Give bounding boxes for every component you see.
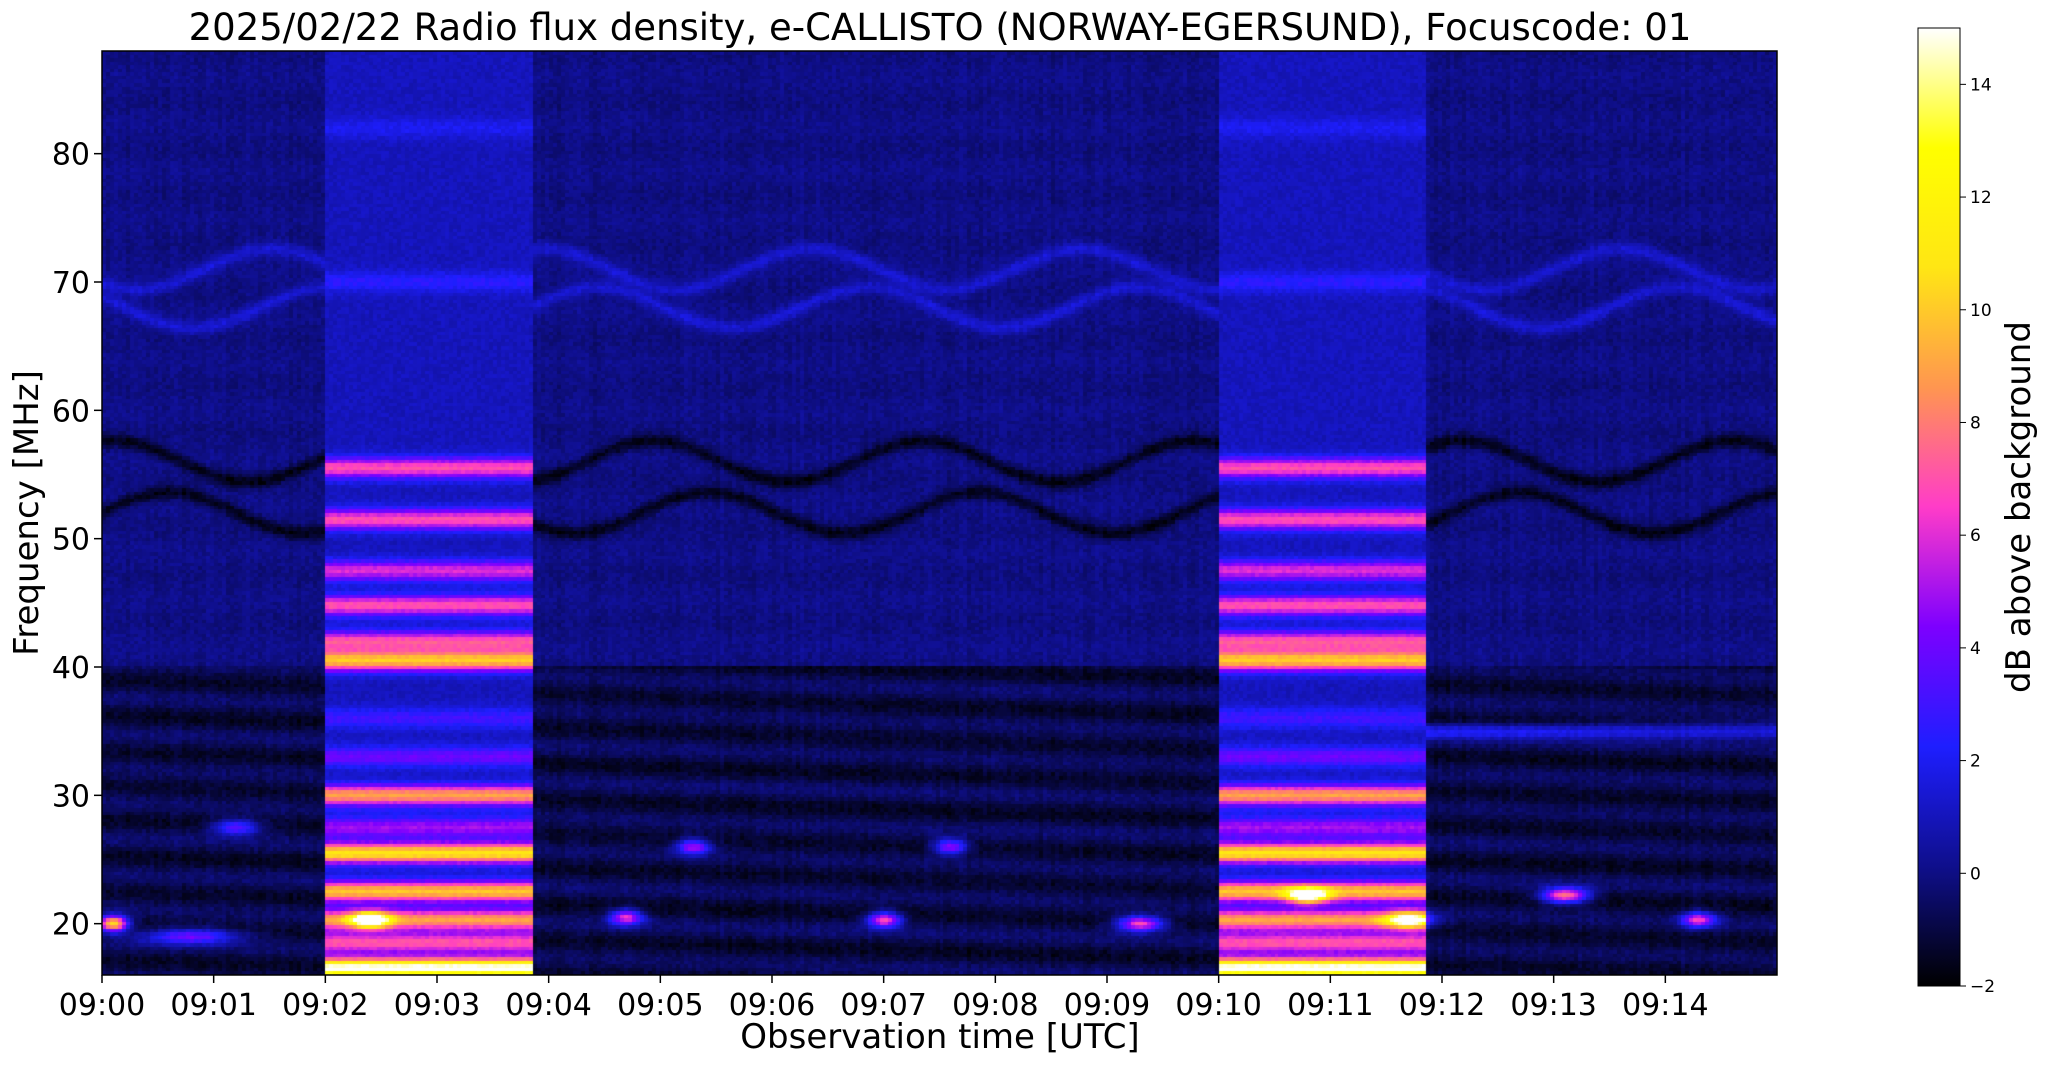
colorbar-tick-label: −2 [1970, 977, 1995, 997]
x-tick-label: 09:09 [1064, 988, 1150, 1023]
colorbar-tick-label: 4 [1970, 639, 1981, 659]
plot-frame [101, 50, 1778, 976]
colorbar-tick-label: 6 [1970, 526, 1981, 546]
x-tick-label: 09:00 [59, 988, 145, 1023]
y-axis-ticks: 20 30 40 50 60 70 80 [52, 138, 102, 943]
x-tick-label: 09:03 [394, 988, 480, 1023]
y-tick-label: 80 [52, 138, 90, 173]
chart-title: 2025/02/22 Radio flux density, e-CALLIST… [189, 6, 1692, 49]
x-tick-label: 09:11 [1287, 988, 1373, 1023]
x-tick-label: 09:13 [1510, 988, 1596, 1023]
x-tick-label: 09:10 [1175, 988, 1261, 1023]
x-tick-label: 09:14 [1622, 988, 1708, 1023]
x-tick-label: 09:04 [505, 988, 591, 1023]
colorbar-tick-label: 8 [1970, 413, 1981, 433]
colorbar-tick-label: 2 [1970, 752, 1981, 772]
x-tick-label: 09:12 [1399, 988, 1485, 1023]
colorbar-tick-label: 0 [1970, 864, 1981, 884]
y-tick-label: 20 [52, 908, 90, 943]
colorbar-gradient [1917, 27, 1961, 987]
plot-area [101, 50, 1778, 976]
y-tick-label: 60 [52, 394, 90, 429]
colorbar-tick-label: 12 [1970, 188, 1992, 208]
x-tick-label: 09:06 [729, 988, 815, 1023]
colorbar-ticks: −2 0 2 4 6 8 10 12 14 [1960, 75, 1995, 997]
colorbar-tick-label: 10 [1970, 301, 1992, 321]
y-tick-label: 30 [52, 779, 90, 814]
y-tick-label: 40 [52, 651, 90, 686]
x-tick-label: 09:05 [617, 988, 703, 1023]
colorbar: −2 0 2 4 6 8 10 12 14 dB above background [1917, 27, 2039, 997]
x-tick-label: 09:07 [840, 988, 926, 1023]
y-axis-label: Frequency [MHz] [7, 370, 47, 656]
x-tick-label: 09:01 [170, 988, 256, 1023]
x-tick-label: 09:02 [282, 988, 368, 1023]
spectrogram-image [102, 51, 1777, 975]
colorbar-tick-label: 14 [1970, 75, 1992, 95]
y-tick-label: 50 [52, 523, 90, 558]
x-tick-label: 09:08 [952, 988, 1038, 1023]
colorbar-label: dB above background [1999, 321, 2039, 693]
x-axis-ticks: 09:00 09:01 09:02 09:03 09:04 09:05 09:06 09:07… [59, 975, 1709, 1023]
y-tick-label: 70 [52, 266, 90, 301]
x-axis-label: Observation time [UTC] [740, 1017, 1139, 1057]
